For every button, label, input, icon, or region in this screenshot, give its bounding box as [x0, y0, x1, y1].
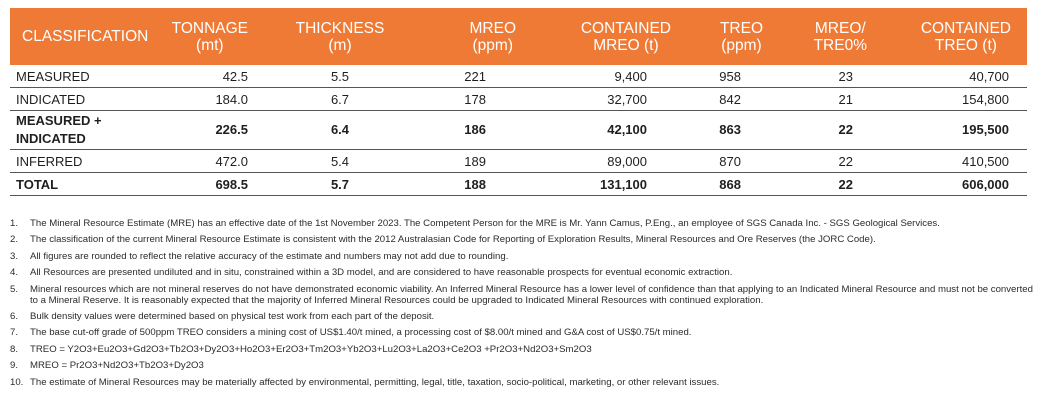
cell-mreo-treo-pct: 22: [785, 110, 905, 150]
header-tonnage: TONNAGE (mt): [171, 19, 248, 54]
cell-mreo-treo-pct: 23: [785, 65, 905, 88]
cell-thickness: 5.7: [270, 172, 410, 196]
footnote-text: All Resources are presented undiluted an…: [30, 267, 733, 279]
cell-classification: INDICATED: [10, 87, 160, 111]
footnote-number: 1.: [10, 218, 19, 229]
cell-treo: 842: [685, 87, 785, 111]
resource-estimate-table: CLASSIFICATION TONNAGE (mt) THICKNESS (m) …: [10, 8, 1027, 196]
header-classification: CLASSIFICATION: [22, 28, 149, 45]
cell-classification: TOTAL: [10, 172, 160, 196]
cell-tonnage: 698.5: [160, 172, 270, 196]
footnote-item: 9. MREO = Pr2O3+Nd2O3+Tb2O3+Dy2O3: [10, 360, 1040, 371]
cell-contained-mreo: 42,100: [530, 110, 685, 150]
header-treo: TREO (ppm): [719, 19, 763, 54]
cell-contained-mreo: 32,700: [530, 87, 685, 111]
cell-contained-treo: 195,500: [905, 110, 1027, 150]
cell-tonnage: 184.0: [160, 87, 270, 111]
header-thickness: THICKNESS (m): [295, 19, 385, 54]
footnote-text: The classification of the current Minera…: [30, 234, 876, 246]
cell-mreo-treo-pct: 21: [785, 87, 905, 111]
cell-classification: MEASURED + INDICATED: [10, 110, 160, 150]
footnote-number: 4.: [10, 267, 19, 279]
cell-mreo: 186: [410, 110, 530, 150]
table-row: MEASURED 42.5 5.5 221 9,400 958 23 40,700: [10, 65, 1027, 88]
footnote-item: 6. Bulk density values were determined ba…: [10, 311, 1040, 322]
header-mreo-treo-pct: MREO/TRE0%: [813, 19, 867, 54]
cell-tonnage: 42.5: [160, 65, 270, 88]
cell-thickness: 5.5: [270, 65, 410, 88]
footnote-number: 7.: [10, 327, 19, 339]
footnote-number: 6.: [10, 310, 19, 322]
footnote-item: 10. The estimate of Mineral Resources may…: [10, 377, 1040, 388]
cell-contained-treo: 154,800: [905, 87, 1027, 111]
cell-thickness: 5.4: [270, 149, 410, 173]
footnote-item: 5. Mineral resources which are not minera…: [10, 284, 1040, 306]
footnote-number: 5.: [10, 283, 19, 295]
footnote-text: The base cut-off grade of 500ppm TREO co…: [30, 327, 692, 339]
cell-tonnage: 226.5: [160, 110, 270, 150]
table-row: MEASURED + INDICATED 226.5 6.4 186 42,100 863…: [10, 110, 1027, 150]
footnote-text: Mineral resources which are not mineral …: [30, 283, 1033, 306]
cell-mreo: 188: [410, 172, 530, 196]
cell-contained-mreo: 89,000: [530, 149, 685, 173]
cell-classification: INFERRED: [10, 149, 160, 173]
footnote-item: 3. All figures are rounded to reflect the…: [10, 251, 1040, 262]
cell-classification: MEASURED: [10, 65, 160, 88]
cell-thickness: 6.4: [270, 110, 410, 150]
table-header-row: CLASSIFICATION TONNAGE (mt) THICKNESS (m) …: [10, 8, 1027, 65]
cell-treo: 870: [685, 149, 785, 173]
footnote-item: 8. TREO = Y2O3+Eu2O3+Gd2O3+Tb2O3+Dy2O3+Ho…: [10, 344, 1040, 355]
footnote-text: All figures are rounded to reflect the r…: [30, 250, 509, 262]
footnote-number: 2.: [10, 234, 19, 246]
cell-contained-mreo: 131,100: [530, 172, 685, 196]
footnote-item: 4. All Resources are presented undiluted …: [10, 267, 1040, 278]
cell-contained-treo: 410,500: [905, 149, 1027, 173]
cell-treo: 863: [685, 110, 785, 150]
cell-mreo: 178: [410, 87, 530, 111]
cell-mreo: 189: [410, 149, 530, 173]
cell-treo: 868: [685, 172, 785, 196]
footnote-text: TREO = Y2O3+Eu2O3+Gd2O3+Tb2O3+Dy2O3+Ho2O…: [30, 343, 592, 355]
cell-contained-treo: 40,700: [905, 65, 1027, 88]
footnote-text: The estimate of Mineral Resources may be…: [30, 376, 720, 388]
footnote-number: 8.: [10, 343, 19, 355]
footnote-item: 7. The base cut-off grade of 500ppm TREO …: [10, 327, 1040, 338]
table-row: INDICATED 184.0 6.7 178 32,700 842 21 154,800: [10, 87, 1027, 111]
footnote-text: Bulk density values were determined base…: [30, 310, 435, 322]
footnote-text: MREO = Pr2O3+Nd2O3+Tb2O3+Dy2O3: [30, 360, 204, 372]
resource-table-container: CLASSIFICATION TONNAGE (mt) THICKNESS (m) …: [10, 8, 1027, 196]
table-row: INFERRED 472.0 5.4 189 89,000 870 22 410,500: [10, 149, 1027, 173]
footnote-number: 10.: [10, 376, 24, 388]
cell-thickness: 6.7: [270, 87, 410, 111]
cell-mreo: 221: [410, 65, 530, 88]
footnote-number: 3.: [10, 250, 19, 262]
cell-tonnage: 472.0: [160, 149, 270, 173]
cell-mreo-treo-pct: 22: [785, 172, 905, 196]
cell-contained-treo: 606,000: [905, 172, 1027, 196]
footnotes: 1. The Mineral Resource Estimate (MRE) ha…: [10, 218, 1040, 393]
header-mreo: MREO (ppm): [469, 19, 517, 54]
cell-contained-mreo: 9,400: [530, 65, 685, 88]
footnote-number: 9.: [10, 360, 19, 372]
cell-mreo-treo-pct: 22: [785, 149, 905, 173]
footnote-text: The Mineral Resource Estimate (MRE) has …: [30, 218, 940, 229]
header-contained-mreo: CONTAINED MREO (t): [580, 19, 671, 54]
header-contained-treo: CONTAINED TREO (t): [920, 19, 1011, 54]
cell-treo: 958: [685, 65, 785, 88]
footnote-item: 1. The Mineral Resource Estimate (MRE) ha…: [10, 218, 1040, 229]
table-row: TOTAL 698.5 5.7 188 131,100 868 22 606,000: [10, 172, 1027, 196]
footnote-item: 2. The classification of the current Mine…: [10, 234, 1040, 245]
